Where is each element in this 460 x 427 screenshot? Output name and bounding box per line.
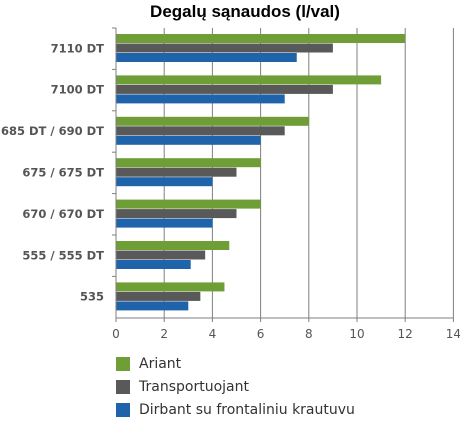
bar [116, 167, 237, 177]
x-tick-label: 6 [257, 327, 265, 341]
y-category-label: 535 [80, 290, 104, 304]
bar [116, 291, 201, 301]
y-category-label: 675 / 675 DT [22, 165, 104, 179]
y-category-label: 555 / 555 DT [22, 248, 104, 262]
legend-item-krautuvas: Dirbant su frontaliniu krautuvu [116, 398, 355, 421]
labels: 0 2 4 6 8 10 12 14 7110 DT 7100 DT 685 DT / 690 DT… [1, 41, 460, 341]
bars [116, 34, 406, 311]
y-category-label: 670 / 670 DT [22, 207, 104, 221]
x-tick-label: 10 [349, 327, 364, 341]
legend-label-ariant: Ariant [139, 355, 182, 372]
x-tick-label: 4 [209, 327, 217, 341]
bar [116, 250, 206, 260]
bar [116, 75, 382, 85]
bar [116, 116, 309, 126]
bar [116, 199, 261, 209]
chart-title: Degalų sąnaudos (l/val) [150, 2, 340, 21]
bar [116, 84, 333, 94]
bar [116, 241, 230, 250]
bar [116, 218, 213, 228]
y-category-label: 7100 DT [51, 83, 105, 97]
x-tick-label: 14 [446, 327, 460, 341]
bar [116, 43, 333, 53]
bar [116, 53, 297, 62]
bar [116, 177, 213, 187]
legend: Ariant Transportuojant Dirbant su fronta… [116, 352, 355, 421]
bar [116, 126, 285, 136]
bar [116, 260, 191, 269]
legend-item-ariant: Ariant [116, 352, 355, 375]
legend-item-transportuojant: Transportuojant [116, 375, 355, 398]
x-tick-label: 8 [305, 327, 313, 341]
legend-swatch-ariant [116, 356, 130, 371]
x-tick-label: 2 [160, 327, 168, 341]
legend-label-transportuojant: Transportuojant [139, 378, 249, 395]
legend-swatch-krautuvas [116, 402, 130, 417]
x-tick-label: 0 [112, 327, 120, 341]
bar [116, 135, 261, 145]
bar [116, 158, 261, 168]
legend-label-krautuvas: Dirbant su frontaliniu krautuvu [139, 401, 355, 418]
y-category-label: 685 DT / 690 DT [1, 124, 104, 138]
bar-chart: 0 2 4 6 8 10 12 14 7110 DT 7100 DT 685 DT / 690 DT… [1, 27, 460, 341]
axes [112, 27, 454, 322]
bar [116, 282, 225, 292]
bar [116, 301, 189, 311]
y-category-label: 7110 DT [51, 41, 105, 55]
x-tick-label: 12 [398, 327, 413, 341]
bar [116, 34, 406, 43]
bar [116, 209, 237, 219]
bar [116, 94, 285, 104]
legend-swatch-transportuojant [116, 379, 130, 394]
